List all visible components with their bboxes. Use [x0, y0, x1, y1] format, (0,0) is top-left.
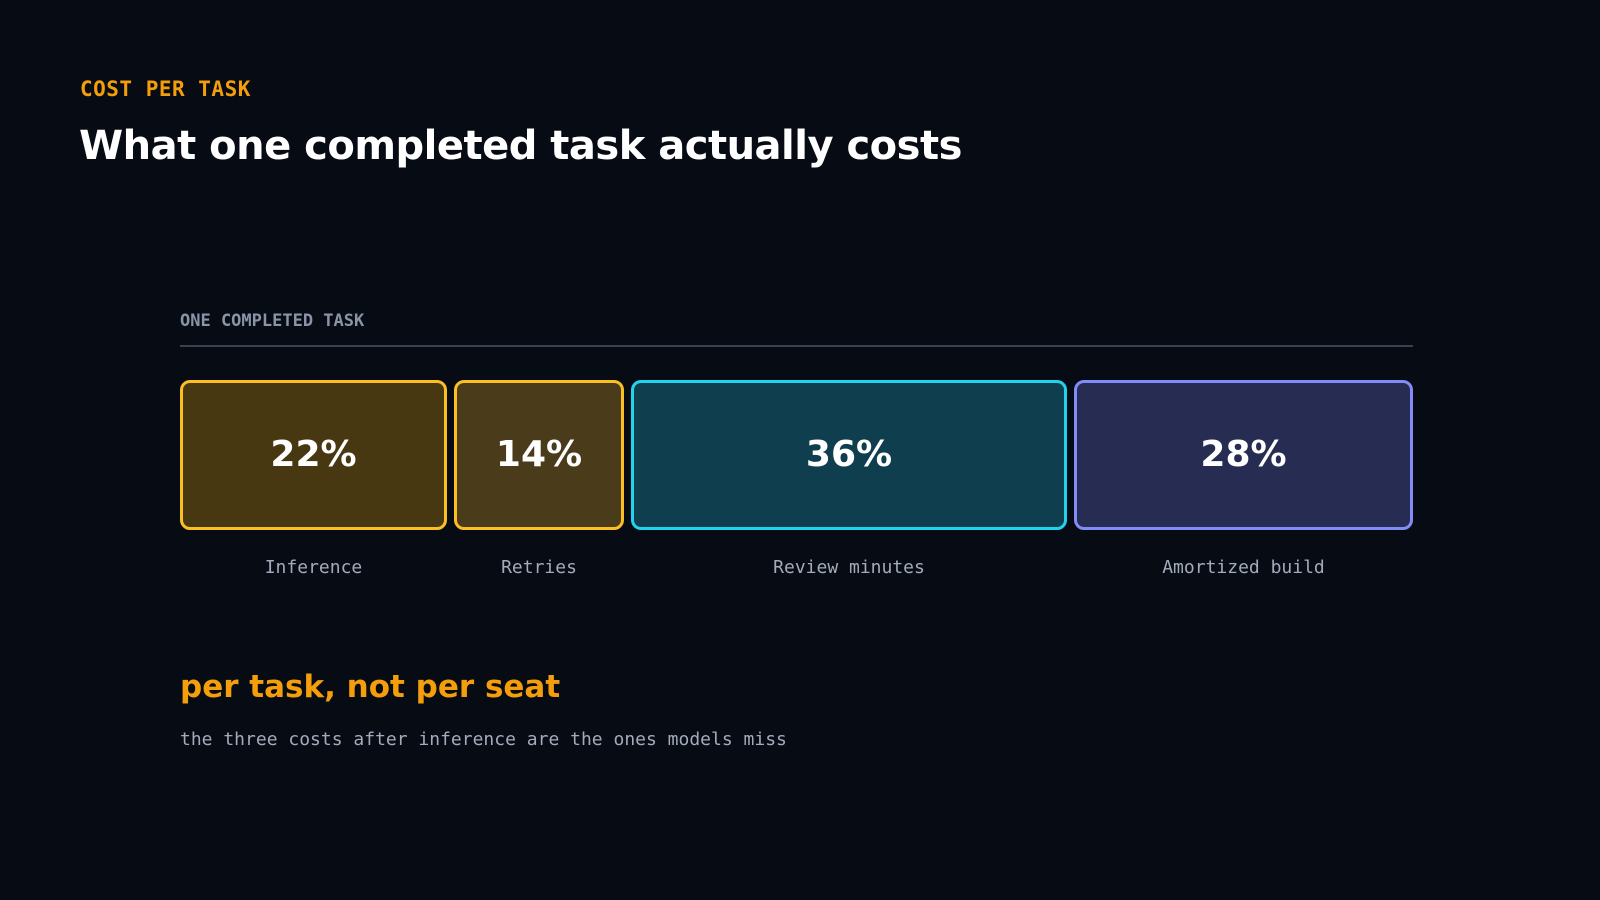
- chart-title: ONE COMPLETED TASK: [180, 311, 365, 331]
- callout-title: per task, not per seat: [180, 669, 561, 705]
- bar-segment-amortized-build: [1074, 380, 1413, 530]
- category-label-retries: Retries: [501, 557, 577, 578]
- bar-segment-inference: [180, 380, 447, 530]
- eyebrow-label: COST PER TASK: [80, 77, 251, 101]
- category-label-inference: Inference: [264, 557, 363, 578]
- page-title: What one completed task actually costs: [79, 123, 962, 169]
- data-label-inference: 22%: [270, 434, 357, 475]
- category-label-review-minutes: Review minutes: [773, 557, 925, 578]
- bar-segment-review-minutes: [631, 380, 1067, 530]
- bar-segment-retries: [454, 380, 624, 530]
- data-label-review-minutes: 36%: [805, 434, 893, 475]
- callout-subtitle: the three costs after inference are the …: [180, 729, 787, 750]
- category-label-amortized-build: Amortized build: [1162, 557, 1325, 578]
- chart-divider: [180, 345, 1413, 347]
- data-label-amortized-build: 28%: [1200, 434, 1287, 475]
- data-label-retries: 14%: [495, 434, 583, 475]
